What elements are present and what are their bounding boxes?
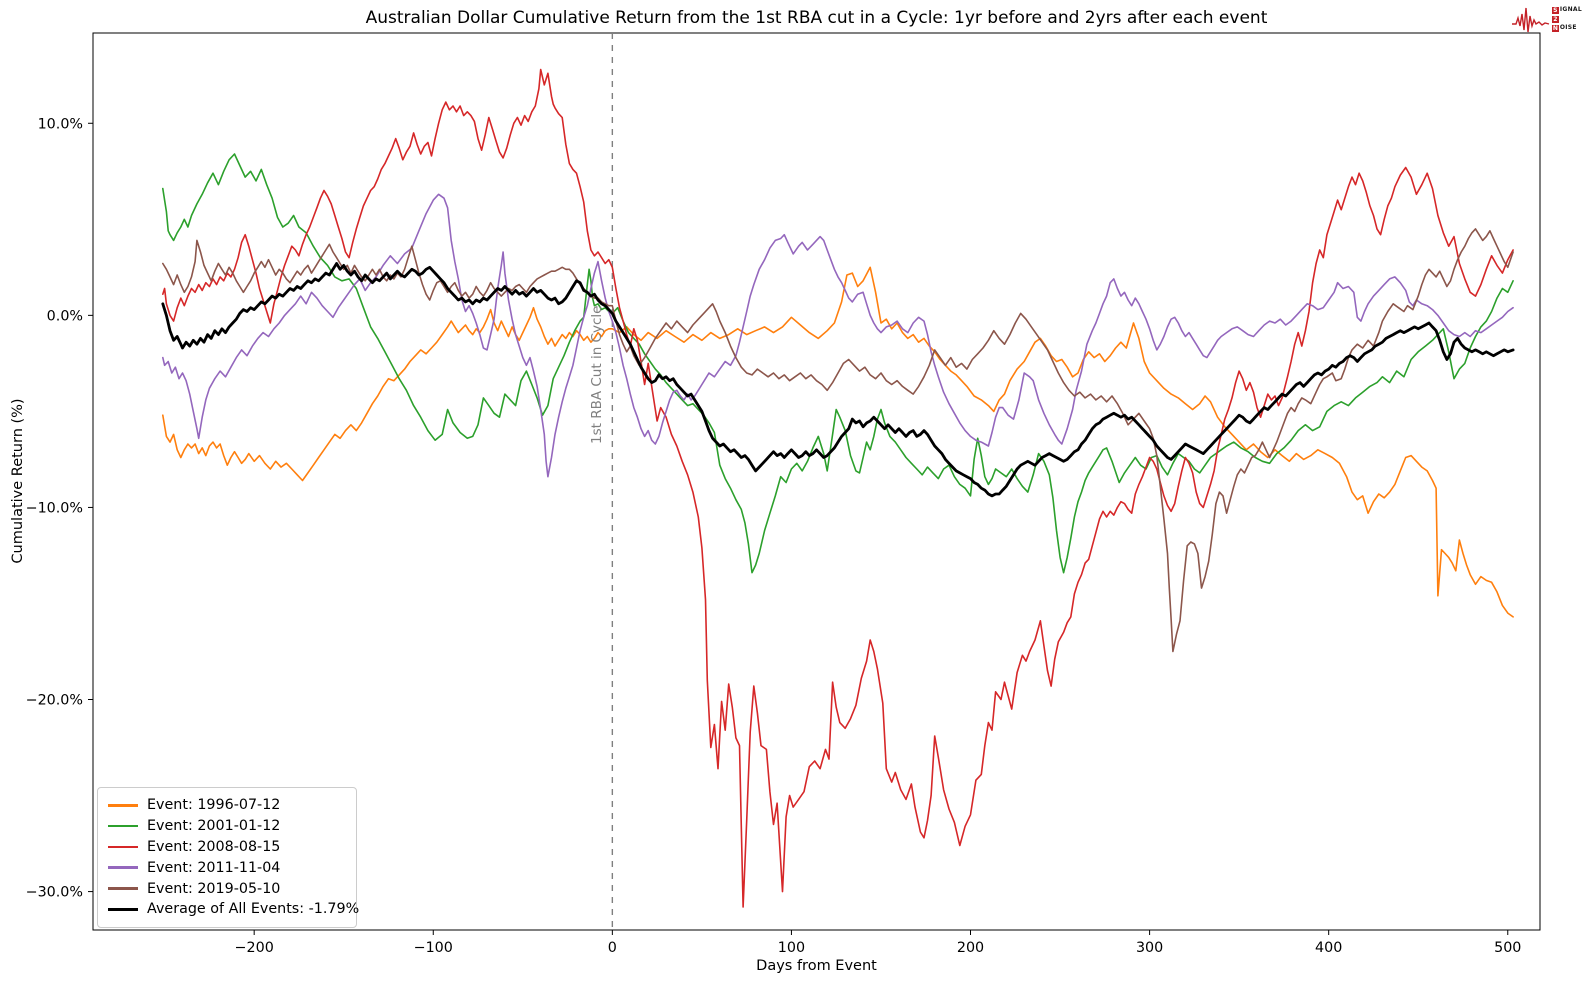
- logo-word-oise: OISE: [1559, 24, 1577, 31]
- legend-swatch: [108, 804, 138, 807]
- legend-label: Average of All Events: -1.79%: [147, 901, 360, 918]
- x-axis-label: Days from Event: [756, 958, 877, 974]
- x-tick-label: 400: [1315, 940, 1342, 956]
- x-tick-label: 200: [957, 940, 984, 956]
- y-tick-label: −20.0%: [26, 693, 83, 709]
- y-tick-label: −30.0%: [26, 885, 83, 901]
- legend-label: Event: 1996-07-12: [147, 797, 281, 814]
- x-tick-label: −200: [235, 940, 274, 956]
- legend-label: Event: 2019-05-10: [147, 880, 281, 897]
- x-tick-label: 500: [1494, 940, 1521, 956]
- legend-item-1: Event: 2001-01-12: [108, 816, 346, 837]
- logo-words: S IGNAL 2 N OISE: [1551, 6, 1582, 33]
- legend-label: Event: 2008-08-15: [147, 838, 281, 855]
- logo-letter-s: S: [1551, 6, 1559, 14]
- x-tick-label: −100: [414, 940, 453, 956]
- legend-swatch: [108, 845, 138, 849]
- logo-word-ignal: IGNAL: [1559, 6, 1582, 13]
- waveform-icon: [1511, 7, 1550, 33]
- y-tick-label: 10.0%: [38, 116, 83, 132]
- y-tick-label: 0.0%: [47, 308, 83, 324]
- legend-item-3: Event: 2011-11-04: [108, 857, 346, 878]
- legend-label: Event: 2011-11-04: [147, 859, 281, 876]
- series-line-2: [162, 68, 1514, 908]
- chart-title: Australian Dollar Cumulative Return from…: [365, 8, 1268, 28]
- legend-item-0: Event: 1996-07-12: [108, 795, 346, 816]
- legend-swatch: [108, 866, 138, 870]
- x-tick-label: 100: [778, 940, 805, 956]
- y-tick-label: −10.0%: [26, 500, 83, 516]
- logo-letter-2: 2: [1551, 15, 1559, 23]
- logo-letter-n: N: [1551, 24, 1559, 32]
- legend-item-2: Event: 2008-08-15: [108, 837, 346, 858]
- x-tick-label: 0: [608, 940, 617, 956]
- legend-swatch: [108, 907, 138, 912]
- plot-frame: [92, 32, 1541, 931]
- legend-item-5: Average of All Events: -1.79%: [108, 899, 359, 920]
- series-line-1: [162, 153, 1514, 574]
- legend-swatch: [108, 824, 138, 828]
- x-tick-label: 300: [1136, 940, 1163, 956]
- legend-item-4: Event: 2019-05-10: [108, 878, 346, 899]
- signal2noise-logo: S IGNAL 2 N OISE: [1511, 4, 1582, 34]
- series-line-3: [162, 193, 1514, 478]
- legend: Event: 1996-07-12 Event: 2001-01-12 Event:…: [97, 787, 359, 928]
- series-line-4: [162, 228, 1514, 653]
- series-line-5: [161, 262, 1515, 498]
- event-line-label: 1st RBA Cut in Cycle: [589, 305, 605, 444]
- series-line-0: [162, 266, 1514, 618]
- legend-label: Event: 2001-01-12: [147, 818, 281, 835]
- y-axis-label: Cumulative Return (%): [10, 398, 26, 564]
- legend-swatch: [108, 887, 138, 890]
